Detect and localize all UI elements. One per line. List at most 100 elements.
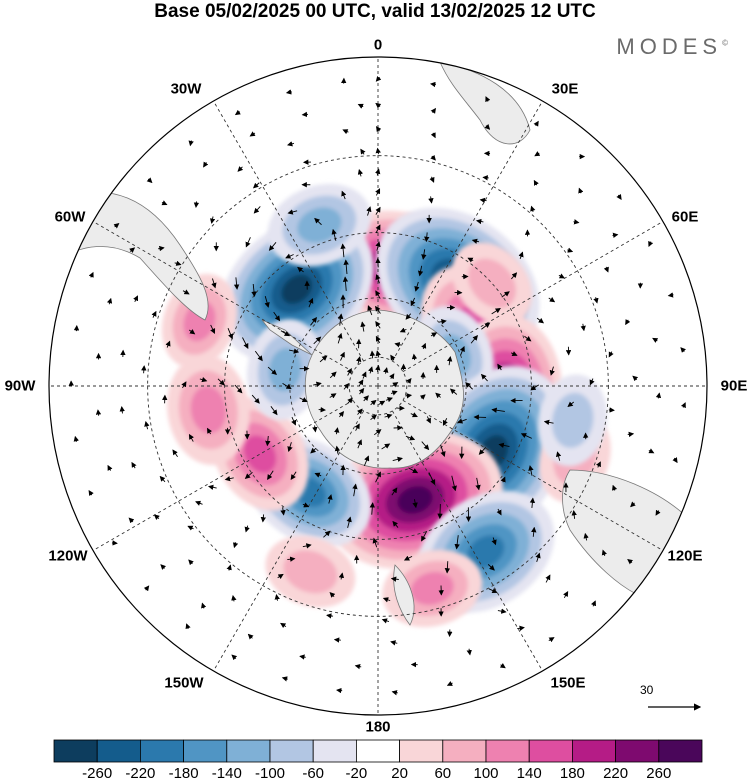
wind-vector — [287, 141, 295, 147]
wind-vector — [369, 502, 376, 515]
wind-vector — [428, 472, 436, 486]
wind-vector — [357, 103, 364, 109]
wind-vector — [188, 329, 196, 335]
wind-vector — [375, 290, 381, 299]
wind-vector — [268, 242, 277, 251]
wind-vector — [375, 102, 382, 109]
wind-vector — [466, 648, 472, 656]
colorbar-swatch — [528, 739, 573, 763]
wind-vector — [141, 365, 147, 374]
wind-vector — [454, 535, 460, 550]
wind-vector — [287, 556, 296, 562]
wind-vector — [343, 259, 349, 275]
wind-vector — [627, 431, 635, 438]
longitude-label: 150W — [164, 674, 204, 692]
colorbar-tick-label: 60 — [434, 765, 452, 782]
wind-vector — [444, 561, 451, 574]
wind-vector — [589, 378, 595, 386]
wind-vector — [203, 161, 209, 168]
wind-vector — [372, 537, 378, 548]
wind-vector — [390, 576, 399, 582]
wind-vector — [375, 126, 382, 132]
wind-vector — [498, 442, 510, 448]
wind-vector — [244, 471, 253, 479]
wind-vector — [567, 247, 574, 253]
wind-vector — [555, 451, 562, 461]
wind-vector — [608, 351, 614, 358]
wind-vector — [151, 310, 157, 318]
wind-vector — [119, 406, 125, 414]
wind-vector — [499, 663, 506, 669]
colorbar-tick-label: 260 — [646, 765, 672, 782]
longitude-label: 150E — [550, 674, 586, 692]
anomaly-level — [410, 571, 454, 606]
wind-vector — [227, 327, 234, 340]
wind-vector — [375, 147, 381, 155]
anomaly-cell — [538, 374, 608, 467]
wind-vector — [346, 516, 352, 528]
wind-vector — [390, 354, 396, 361]
wind-vector — [158, 245, 165, 252]
wind-vector — [224, 475, 234, 482]
wind-vector — [327, 494, 333, 504]
colorbar-tick-label: -260 — [82, 765, 113, 782]
wind-vector — [253, 206, 261, 214]
colorbar-swatch — [312, 739, 357, 763]
wind-vector — [410, 412, 418, 418]
wind-vector — [146, 177, 153, 184]
wind-vector — [342, 129, 349, 135]
colorbar-tick-label: 100 — [473, 765, 499, 782]
wind-vector — [430, 132, 436, 139]
wind-vector — [439, 319, 447, 325]
wind-vector — [343, 383, 350, 390]
wind-vector — [182, 289, 190, 295]
wind-vector — [226, 564, 232, 571]
wind-vector — [548, 296, 556, 303]
wind-vector — [484, 124, 491, 130]
wind-vector — [475, 477, 481, 491]
wind-vector — [449, 388, 458, 395]
wind-vector — [534, 151, 541, 157]
wind-vector — [342, 276, 349, 291]
wind-vector — [481, 322, 491, 330]
wind-vector — [430, 154, 436, 161]
wind-vector — [313, 336, 322, 345]
wind-vector — [326, 613, 334, 619]
wind-vector — [131, 461, 137, 469]
wind-vector — [282, 382, 292, 390]
wind-vector — [428, 196, 434, 204]
africa — [439, 61, 531, 145]
wind-vector — [367, 305, 373, 316]
colorbar-tick-label: -20 — [345, 765, 368, 782]
wind-vector — [285, 89, 292, 95]
wind-vector — [297, 266, 304, 273]
wind-vector — [392, 520, 399, 528]
wind-vector — [459, 346, 465, 356]
wind-vector — [630, 501, 636, 508]
wind-vector — [247, 633, 254, 640]
colorbar-tick-label: -60 — [302, 765, 325, 782]
wind-vector — [435, 392, 442, 399]
wind-vector — [421, 441, 430, 451]
wind-vector — [391, 690, 398, 696]
wind-vector — [583, 532, 589, 541]
wind-vector — [267, 470, 274, 480]
wind-vector — [391, 487, 398, 496]
wind-vector — [88, 271, 94, 278]
wind-vector — [591, 600, 596, 607]
wind-vector — [480, 373, 488, 382]
wind-vector — [369, 350, 376, 359]
wind-vector — [655, 509, 661, 516]
wind-vector — [595, 461, 601, 468]
brand-logo: MODES© — [616, 34, 728, 60]
wind-vectors — [68, 75, 686, 696]
wind-vector — [478, 447, 487, 455]
wind-vector — [129, 247, 136, 253]
wind-vector — [496, 508, 502, 516]
wind-vector — [375, 305, 381, 314]
wind-vector — [419, 394, 426, 400]
colorbar-swatch — [226, 739, 271, 763]
wind-vector — [260, 514, 267, 523]
wind-vector — [518, 251, 524, 259]
wind-vector — [511, 272, 518, 280]
